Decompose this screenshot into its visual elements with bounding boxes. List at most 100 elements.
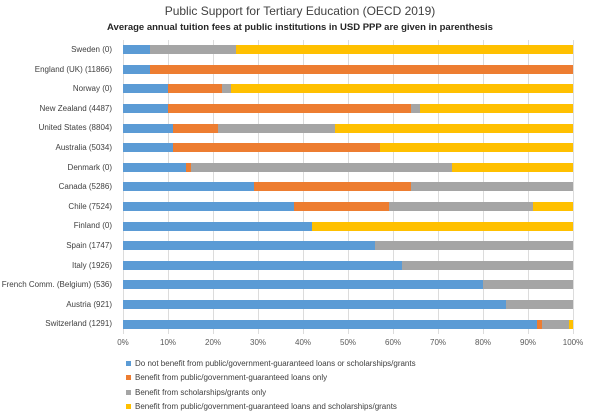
- bar-segment: [375, 241, 573, 251]
- category-label: Australia (5034): [55, 142, 112, 152]
- bar-row: [123, 295, 573, 315]
- bar-row: [123, 216, 573, 236]
- bar-segment: [123, 260, 402, 270]
- bar-segment: [123, 319, 537, 329]
- bar-segment: [150, 45, 236, 55]
- bar-segment: [172, 123, 218, 133]
- category-label: Italy (1926): [71, 260, 112, 270]
- bar-row: [123, 40, 573, 60]
- chart-title: Public Support for Tertiary Education (O…: [164, 4, 436, 18]
- bar-row: [123, 275, 573, 295]
- legend-swatch-icon: [126, 375, 131, 381]
- bar-segment: [532, 202, 573, 212]
- legend-swatch-icon: [126, 404, 131, 410]
- bar-segment: [168, 84, 222, 94]
- bar-segment: [123, 45, 150, 55]
- x-tick-label: 20%: [204, 338, 222, 347]
- bar-segment: [568, 319, 573, 329]
- category-label: Spain (1747): [66, 240, 112, 250]
- x-tick-label: 10%: [159, 338, 177, 347]
- x-tick-label: 90%: [519, 338, 537, 347]
- bar-segment: [123, 162, 186, 172]
- bar-segment: [190, 162, 452, 172]
- bar-segment: [123, 221, 312, 231]
- legend-item: Benefit from public/government-guarantee…: [126, 402, 416, 412]
- category-label: Chile (7524): [68, 201, 112, 211]
- bar-segment: [388, 202, 533, 212]
- x-tick-label: 50%: [339, 338, 357, 347]
- legend-swatch-icon: [126, 360, 131, 366]
- x-tick-label: 70%: [429, 338, 447, 347]
- bar-row: [123, 236, 573, 256]
- bar-segment: [451, 162, 573, 172]
- category-label: Norway (0): [72, 84, 112, 94]
- x-tick-label: 30%: [249, 338, 267, 347]
- bar-row: [123, 158, 573, 178]
- bar-segment: [150, 64, 573, 74]
- bar-segment: [123, 300, 506, 310]
- bar-row: [123, 99, 573, 119]
- category-label: Austria (921): [66, 299, 112, 309]
- bar-segment: [123, 84, 168, 94]
- category-label: Canada (5286): [58, 182, 112, 192]
- bar-row: [123, 177, 573, 197]
- x-axis: 0% 10% 20% 30% 40% 50% 60% 70% 80% 90% 100%: [117, 338, 583, 350]
- bar-segment: [172, 143, 380, 153]
- bar-segment: [411, 182, 573, 192]
- bar-row: [123, 118, 573, 138]
- bar-segment: [222, 84, 231, 94]
- chart-subtitle: Average annual tuition fees at public in…: [107, 22, 493, 33]
- bar-row: [123, 314, 573, 334]
- bar-segment: [168, 104, 411, 114]
- bar-segment: [123, 104, 168, 114]
- legend-label: Benefit from public/government-guarantee…: [135, 373, 328, 383]
- bar-segment: [123, 202, 294, 212]
- bar-segment: [123, 123, 173, 133]
- bar-segment: [505, 300, 573, 310]
- category-axis: Sweden (0) England (UK) (11866) Norway (0)…: [0, 40, 117, 334]
- legend-swatch-icon: [126, 389, 131, 395]
- category-label: French Comm. (Belgium) (536): [1, 280, 112, 290]
- bar-segment: [123, 241, 375, 251]
- bars-container: [123, 40, 573, 334]
- x-tick-label: 60%: [384, 338, 402, 347]
- legend-label: Benefit from scholarships/grants only: [135, 387, 267, 397]
- legend-item: Benefit from public/government-guarantee…: [126, 373, 416, 383]
- x-tick-label: 100%: [562, 338, 584, 347]
- bar-row: [123, 256, 573, 276]
- bar-row: [123, 197, 573, 217]
- x-tick-label: 40%: [294, 338, 312, 347]
- category-label: United States (8804): [38, 123, 112, 133]
- category-label: New Zealand (4487): [39, 103, 112, 113]
- bar-segment: [186, 162, 191, 172]
- bar-segment: [294, 202, 389, 212]
- bar-segment: [253, 182, 411, 192]
- bar-row: [123, 79, 573, 99]
- x-tick-label: 0%: [117, 338, 129, 347]
- plot-area: [123, 40, 574, 334]
- bar-segment: [235, 45, 573, 55]
- bar-segment: [483, 280, 573, 290]
- bar-row: [123, 60, 573, 80]
- bar-segment: [541, 319, 569, 329]
- bar-segment: [231, 84, 573, 94]
- category-label: Sweden (0): [71, 45, 112, 54]
- category-label: Denmark (0): [67, 162, 112, 172]
- legend-label: Benefit from public/government-guarantee…: [135, 402, 397, 412]
- bar-segment: [537, 319, 542, 329]
- legend: Do not benefit from public/government-gu…: [126, 358, 416, 416]
- bar-row: [123, 138, 573, 158]
- category-label: England (UK) (11866): [34, 64, 112, 74]
- bar-segment: [217, 123, 335, 133]
- bar-segment: [379, 143, 573, 153]
- bar-segment: [123, 182, 254, 192]
- category-label: Switzerland (1291): [45, 319, 112, 329]
- legend-label: Do not benefit from public/government-gu…: [135, 358, 416, 368]
- x-tick-label: 80%: [474, 338, 492, 347]
- bar-segment: [123, 64, 150, 74]
- bar-segment: [420, 104, 573, 114]
- bar-segment: [402, 260, 573, 270]
- bar-segment: [312, 221, 573, 231]
- bar-segment: [334, 123, 573, 133]
